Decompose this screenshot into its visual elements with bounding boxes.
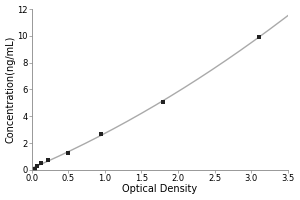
Point xyxy=(35,164,40,167)
Point xyxy=(39,162,44,165)
Y-axis label: Concentration(ng/mL): Concentration(ng/mL) xyxy=(6,36,16,143)
Point xyxy=(66,152,70,155)
Point xyxy=(45,158,50,161)
X-axis label: Optical Density: Optical Density xyxy=(122,184,197,194)
Point xyxy=(32,167,37,170)
Point xyxy=(99,132,103,135)
Point xyxy=(256,36,261,39)
Point xyxy=(161,100,166,103)
